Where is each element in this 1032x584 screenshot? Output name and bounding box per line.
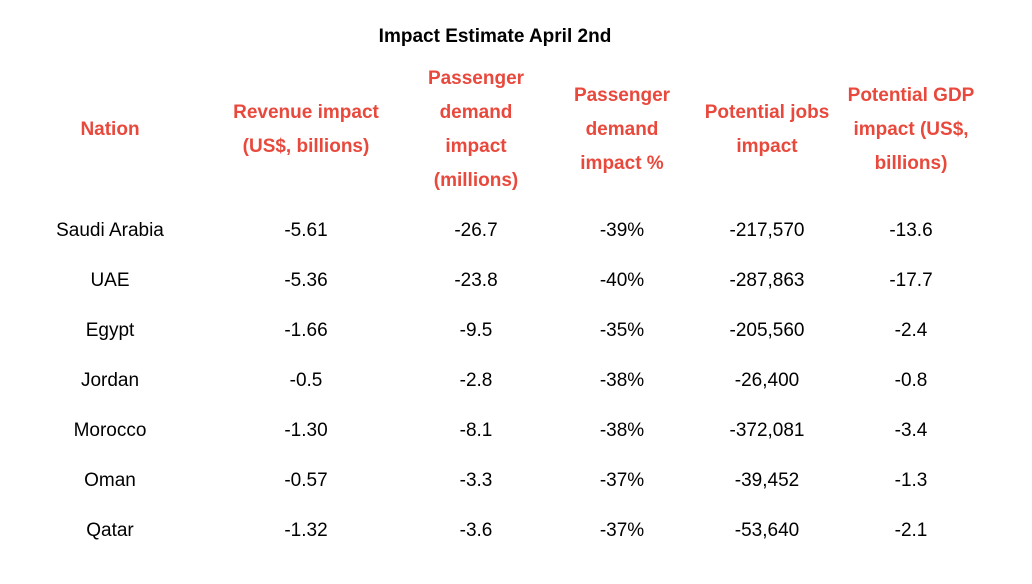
header-potential-jobs-impact: Potential jobs impact: [705, 96, 830, 164]
jobs-impact-cell: -287,863: [729, 270, 805, 291]
passenger-demand-pct-cell: -39%: [599, 220, 645, 241]
header-line: Nation: [80, 119, 140, 140]
header-revenue-impact: Revenue impact (US$, billions): [233, 96, 379, 164]
nation-cell: Jordan: [80, 370, 140, 391]
passenger-demand-cell: -8.1: [459, 420, 493, 441]
header-line: impact: [445, 136, 507, 157]
header-line: demand: [439, 102, 513, 123]
header-potential-gdp-impact: Potential GDP impact (US$, billions): [848, 79, 975, 181]
passenger-demand-pct-cell: -38%: [599, 420, 645, 441]
gdp-impact-cell: -2.4: [894, 320, 928, 341]
revenue-impact-cell: -5.36: [284, 270, 328, 291]
header-line: demand: [585, 119, 659, 140]
header-nation: Nation: [80, 113, 139, 147]
nation-cell: Qatar: [86, 520, 134, 541]
header-line: impact: [736, 136, 798, 157]
revenue-impact-cell: -5.61: [284, 220, 328, 241]
passenger-demand-pct-cell: -35%: [599, 320, 645, 341]
passenger-demand-cell: -2.8: [459, 370, 493, 391]
nation-cell: Egypt: [85, 320, 135, 341]
gdp-impact-cell: -13.6: [889, 220, 933, 241]
header-line: (US$, billions): [242, 136, 370, 157]
header-line: impact (US$,: [853, 119, 969, 140]
table-title: Impact Estimate April 2nd: [378, 26, 612, 47]
gdp-impact-cell: -3.4: [894, 420, 928, 441]
header-line: Potential GDP: [847, 85, 975, 106]
nation-cell: UAE: [90, 270, 130, 291]
passenger-demand-cell: -3.6: [459, 520, 493, 541]
passenger-demand-cell: -26.7: [454, 220, 498, 241]
gdp-impact-cell: -17.7: [889, 270, 933, 291]
header-passenger-demand-impact-pct: Passenger demand impact %: [574, 79, 670, 181]
revenue-impact-cell: -0.5: [289, 370, 323, 391]
gdp-impact-cell: -1.3: [894, 470, 928, 491]
header-passenger-demand-impact: Passenger demand impact (millions): [428, 62, 524, 198]
jobs-impact-cell: -217,570: [729, 220, 805, 241]
passenger-demand-cell: -3.3: [459, 470, 493, 491]
revenue-impact-cell: -1.30: [284, 420, 328, 441]
passenger-demand-cell: -9.5: [459, 320, 493, 341]
revenue-impact-cell: -1.32: [284, 520, 328, 541]
passenger-demand-pct-cell: -38%: [599, 370, 645, 391]
header-line: Potential jobs: [704, 102, 830, 123]
jobs-impact-cell: -26,400: [734, 370, 800, 391]
header-line: (millions): [433, 170, 519, 191]
header-line: impact %: [580, 153, 664, 174]
header-line: Passenger: [427, 68, 525, 89]
revenue-impact-cell: -1.66: [284, 320, 328, 341]
jobs-impact-cell: -53,640: [734, 520, 800, 541]
passenger-demand-pct-cell: -37%: [599, 520, 645, 541]
gdp-impact-cell: -0.8: [894, 370, 928, 391]
header-line: Passenger: [573, 85, 671, 106]
header-line: Revenue impact: [233, 102, 379, 123]
jobs-impact-cell: -372,081: [729, 420, 805, 441]
gdp-impact-cell: -2.1: [894, 520, 928, 541]
jobs-impact-cell: -39,452: [734, 470, 800, 491]
nation-cell: Morocco: [73, 420, 147, 441]
passenger-demand-pct-cell: -40%: [599, 270, 645, 291]
header-line: billions): [874, 153, 948, 174]
nation-cell: Saudi Arabia: [56, 220, 164, 241]
jobs-impact-cell: -205,560: [729, 320, 805, 341]
passenger-demand-pct-cell: -37%: [599, 470, 645, 491]
revenue-impact-cell: -0.57: [284, 470, 328, 491]
passenger-demand-cell: -23.8: [454, 270, 498, 291]
nation-cell: Oman: [84, 470, 136, 491]
